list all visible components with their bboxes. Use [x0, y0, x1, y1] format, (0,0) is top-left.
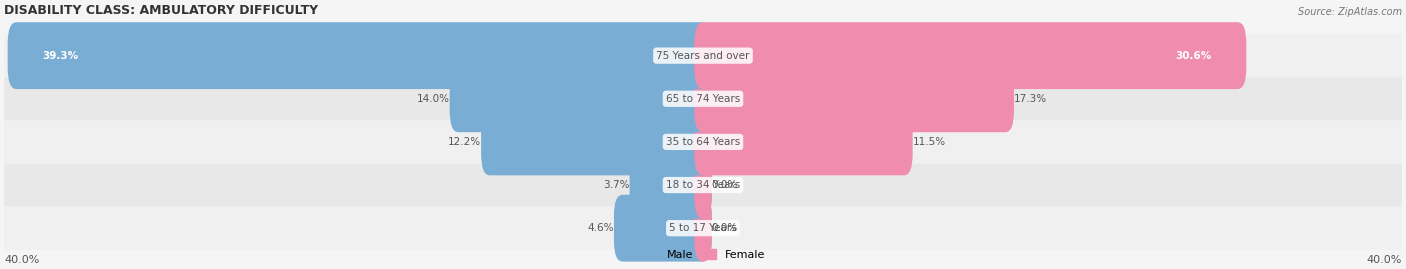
FancyBboxPatch shape [695, 195, 711, 261]
Text: 18 to 34 Years: 18 to 34 Years [666, 180, 740, 190]
Text: 5 to 17 Years: 5 to 17 Years [669, 223, 737, 233]
FancyBboxPatch shape [4, 164, 1402, 207]
Text: 12.2%: 12.2% [449, 137, 481, 147]
Text: Source: ZipAtlas.com: Source: ZipAtlas.com [1298, 7, 1402, 17]
FancyBboxPatch shape [4, 120, 1402, 164]
Text: DISABILITY CLASS: AMBULATORY DIFFICULTY: DISABILITY CLASS: AMBULATORY DIFFICULTY [4, 4, 318, 17]
Text: 4.6%: 4.6% [588, 223, 614, 233]
FancyBboxPatch shape [695, 108, 912, 175]
Text: 30.6%: 30.6% [1175, 51, 1212, 61]
Text: 0.0%: 0.0% [711, 180, 738, 190]
Text: 3.7%: 3.7% [603, 180, 630, 190]
FancyBboxPatch shape [695, 65, 1014, 132]
Text: 14.0%: 14.0% [416, 94, 450, 104]
FancyBboxPatch shape [695, 22, 1246, 89]
Text: 40.0%: 40.0% [4, 255, 39, 265]
FancyBboxPatch shape [7, 22, 711, 89]
Text: 39.3%: 39.3% [42, 51, 79, 61]
Text: 35 to 64 Years: 35 to 64 Years [666, 137, 740, 147]
FancyBboxPatch shape [614, 195, 711, 261]
FancyBboxPatch shape [4, 77, 1402, 120]
Text: 0.0%: 0.0% [711, 223, 738, 233]
FancyBboxPatch shape [481, 108, 711, 175]
FancyBboxPatch shape [4, 207, 1402, 250]
FancyBboxPatch shape [630, 152, 711, 218]
FancyBboxPatch shape [4, 34, 1402, 77]
Text: 65 to 74 Years: 65 to 74 Years [666, 94, 740, 104]
Text: 40.0%: 40.0% [1367, 255, 1402, 265]
Text: 11.5%: 11.5% [912, 137, 946, 147]
FancyBboxPatch shape [695, 152, 711, 218]
Legend: Male, Female: Male, Female [637, 245, 769, 264]
Text: 17.3%: 17.3% [1014, 94, 1047, 104]
FancyBboxPatch shape [450, 65, 711, 132]
Text: 75 Years and over: 75 Years and over [657, 51, 749, 61]
